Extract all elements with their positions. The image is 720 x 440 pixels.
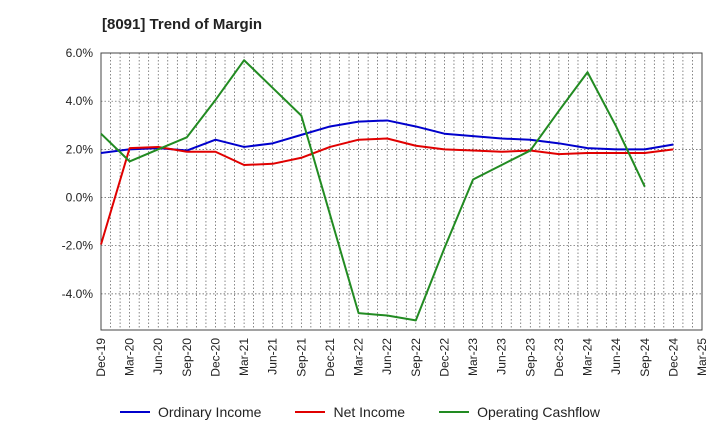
x-tick-label: Dec-20 — [208, 338, 222, 377]
legend-item-net-income: Net Income — [295, 404, 405, 420]
x-tick-label: Dec-24 — [666, 338, 680, 377]
y-tick-label: -2.0% — [62, 239, 94, 253]
y-tick-label: 6.0% — [66, 46, 94, 60]
y-tick-label: 2.0% — [66, 142, 94, 156]
x-tick-label: Mar-21 — [237, 338, 251, 376]
legend-label-net-income: Net Income — [333, 404, 406, 420]
x-tick-label: Jun-23 — [495, 338, 509, 375]
x-tick-label: Mar-24 — [581, 338, 595, 376]
y-tick-label: 0.0% — [66, 191, 94, 205]
y-tick-label: 4.0% — [66, 94, 94, 108]
chart-title: [8091] Trend of Margin — [102, 16, 263, 33]
legend-swatch-operating-cashflow — [439, 411, 470, 413]
x-tick-label: Sep-21 — [294, 338, 308, 377]
plot-frame — [100, 52, 703, 331]
x-tick-label: Sep-24 — [638, 338, 652, 377]
x-tick-label: Mar-25 — [695, 338, 709, 376]
legend-item-operating-cashflow: Operating Cashflow — [439, 404, 600, 420]
legend-label-operating-cashflow: Operating Cashflow — [477, 404, 601, 420]
x-tick-label: Jun-22 — [380, 338, 394, 375]
x-tick-label: Mar-22 — [352, 338, 366, 376]
chart-legend: Ordinary Income Net Income Operating Cas… — [0, 404, 720, 420]
y-tick-label: -4.0% — [62, 287, 94, 301]
x-tick-label: Dec-19 — [94, 338, 108, 377]
legend-label-ordinary-income: Ordinary Income — [157, 404, 262, 420]
x-tick-label: Dec-23 — [552, 338, 566, 377]
x-tick-label: Mar-23 — [466, 338, 480, 376]
x-tick-label: Jun-21 — [266, 338, 280, 375]
legend-item-ordinary-income: Ordinary Income — [119, 404, 262, 420]
x-tick-label: Dec-22 — [437, 338, 451, 377]
x-tick-label: Jun-24 — [609, 338, 623, 375]
x-tick-label: Mar-20 — [123, 338, 137, 376]
x-tick-label: Sep-20 — [180, 338, 194, 377]
plot-area — [101, 53, 702, 330]
legend-swatch-net-income — [295, 411, 326, 413]
x-tick-label: Sep-23 — [523, 338, 537, 377]
x-tick-label: Sep-22 — [409, 338, 423, 377]
x-tick-label: Jun-20 — [151, 338, 165, 375]
x-tick-label: Dec-21 — [323, 338, 337, 377]
legend-swatch-ordinary-income — [119, 411, 150, 413]
